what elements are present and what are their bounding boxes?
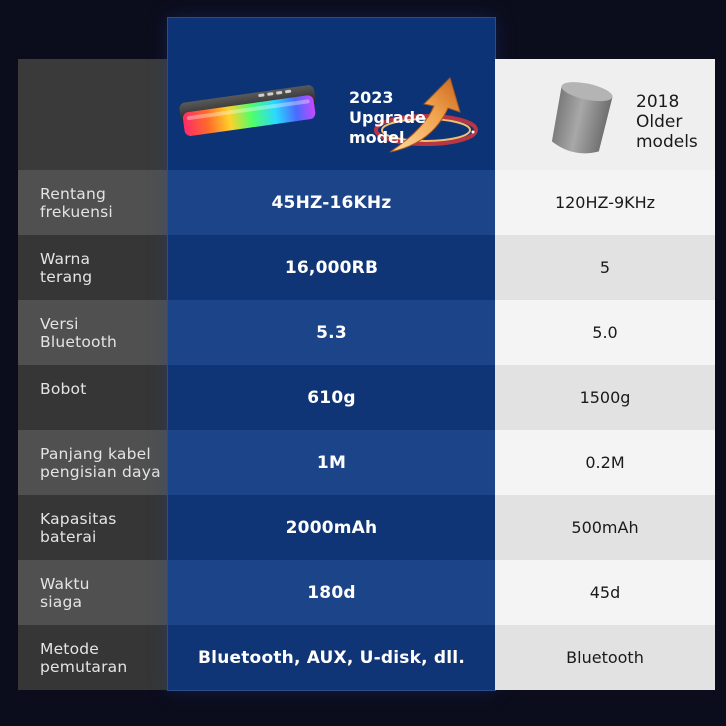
label-line: terang <box>40 268 93 286</box>
rgb-soundbar-image <box>179 85 316 136</box>
old-value-weight: 1500g <box>495 365 715 430</box>
new-value-battery: 2000mAh <box>168 495 495 560</box>
new-model-line1: Upgrade <box>349 108 426 127</box>
new-value-standby: 180d <box>168 560 495 625</box>
old-model-header: 2018 Older models <box>495 59 715 170</box>
cylinder-speaker-image <box>551 82 613 154</box>
label-line: Waktu <box>40 575 90 593</box>
label-column-header <box>18 59 168 170</box>
label-line: Versi <box>40 315 79 333</box>
spec-label-bluetooth: Versi Bluetooth <box>18 300 168 365</box>
new-model-year: 2023 <box>349 88 394 107</box>
spec-label-colors: Warna terang <box>18 235 168 300</box>
label-line: Bobot <box>40 380 87 398</box>
spec-label-standby: Waktu siaga <box>18 560 168 625</box>
old-value-cable: 0.2M <box>495 430 715 495</box>
upgrade-arrow-icon <box>374 77 478 153</box>
label-line: pemutaran <box>40 658 128 676</box>
old-value-colors: 5 <box>495 235 715 300</box>
old-value-battery: 500mAh <box>495 495 715 560</box>
label-line: pengisian daya <box>40 463 161 481</box>
label-line: Kapasitas <box>40 510 117 528</box>
new-value-weight: 610g <box>168 365 495 430</box>
spec-label-playback: Metode pemutaran <box>18 625 168 690</box>
old-model-line1: Older <box>636 112 683 132</box>
label-line: Bluetooth <box>40 333 118 351</box>
old-value-standby: 45d <box>495 560 715 625</box>
new-value-frequency: 45HZ-16KHz <box>168 170 495 235</box>
old-model-column: 2018 Older models 120HZ-9KHz 5 5.0 1500g… <box>495 59 715 690</box>
label-line: frekuensi <box>40 203 113 221</box>
new-value-colors: 16,000RB <box>168 235 495 300</box>
new-model-title: 2023 Upgrade model <box>349 88 426 148</box>
new-value-playback: Bluetooth, AUX, U-disk, dll. <box>168 625 495 690</box>
label-line: Rentang <box>40 185 107 203</box>
old-model-line2: models <box>636 132 698 152</box>
label-line: siaga <box>40 593 83 611</box>
new-value-bluetooth: 5.3 <box>168 300 495 365</box>
new-value-cable: 1M <box>168 430 495 495</box>
spec-label-weight: Bobot <box>18 365 168 430</box>
old-value-bluetooth: 5.0 <box>495 300 715 365</box>
old-model-title: 2018 Older models <box>636 92 698 152</box>
label-line: baterai <box>40 528 97 546</box>
label-line: Warna <box>40 250 91 268</box>
spec-label-column: Rentang frekuensi Warna terang Versi Blu… <box>18 59 168 690</box>
old-value-frequency: 120HZ-9KHz <box>495 170 715 235</box>
label-line: Panjang kabel <box>40 445 151 463</box>
old-value-playback: Bluetooth <box>495 625 715 690</box>
old-model-year: 2018 <box>636 92 680 112</box>
spec-label-cable: Panjang kabel pengisian daya <box>18 430 168 495</box>
new-model-column: 2023 Upgrade model 45HZ-16KHz 16,000RB 5… <box>168 18 495 690</box>
label-line: Metode <box>40 640 100 658</box>
new-model-line2: model <box>349 128 405 147</box>
spec-label-battery: Kapasitas baterai <box>18 495 168 560</box>
spec-label-frequency: Rentang frekuensi <box>18 170 168 235</box>
